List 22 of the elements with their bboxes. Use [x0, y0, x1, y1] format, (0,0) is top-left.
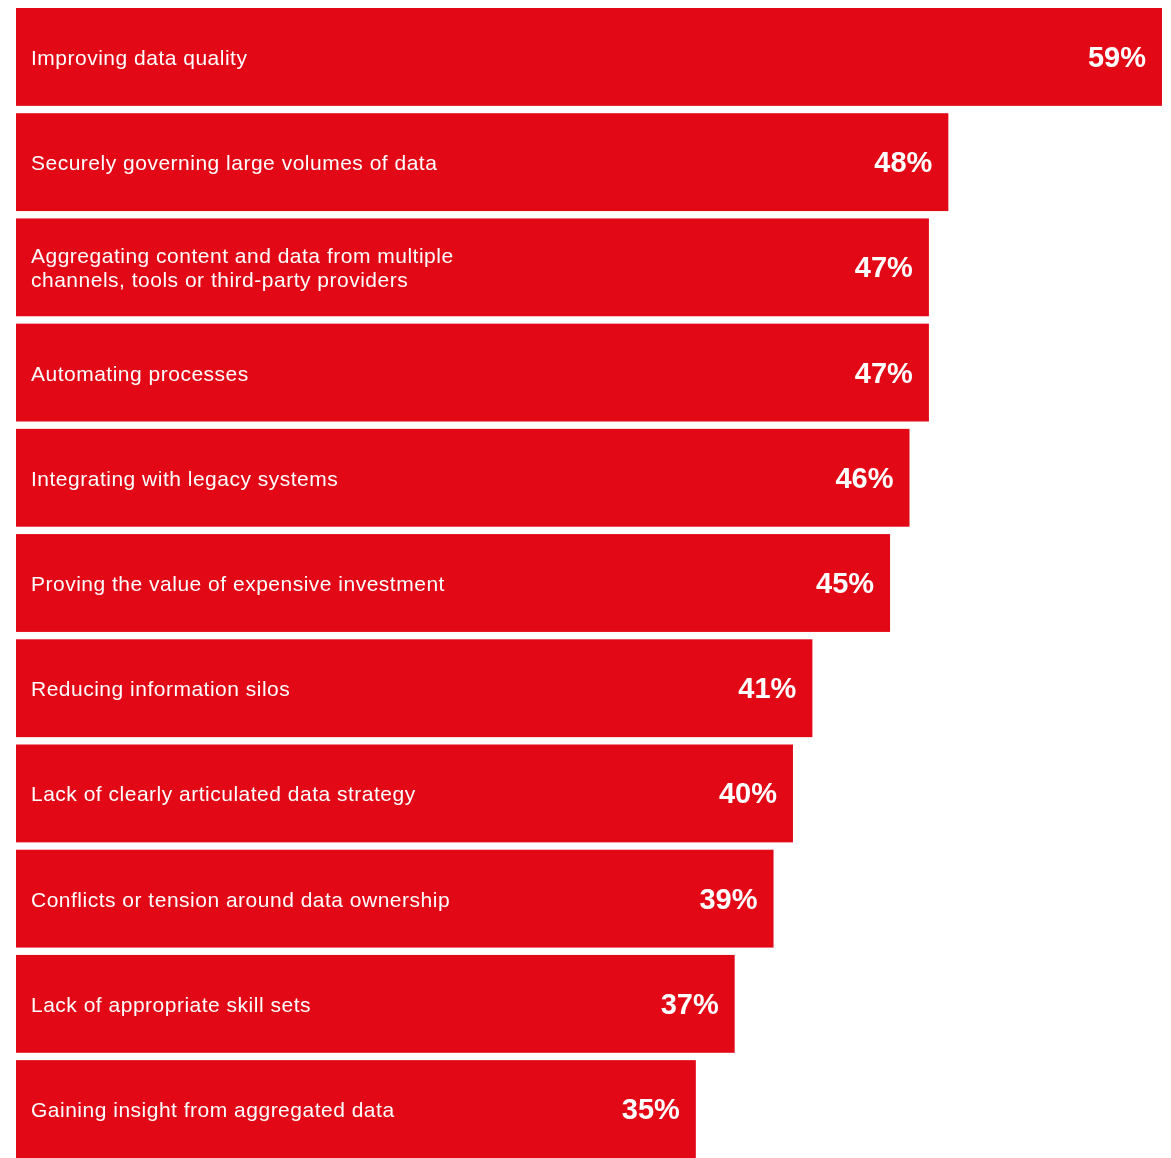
data-label: 47%	[854, 356, 914, 389]
y-tick-label: Gaining insight from aggregated data	[31, 1097, 395, 1121]
y-tick-label: Aggregating content and data from multiple channels, tools or third-party providers	[31, 243, 454, 291]
data-label: 45%	[816, 567, 875, 599]
y-tick-label: Lack of appropriate skill sets	[31, 992, 311, 1016]
y-tick-label: Securely governing large volumes of data	[31, 150, 438, 174]
data-label: 37%	[660, 987, 719, 1020]
y-tick-label: Integrating with legacy systems	[31, 466, 339, 490]
data-label: 46%	[835, 461, 894, 494]
y-tick-label: Conflicts or tension around data ownership	[31, 887, 451, 911]
data-label: 39%	[699, 882, 758, 915]
data-label: 48%	[874, 146, 933, 179]
y-tick-label: Lack of clearly articulated data strategy	[31, 781, 416, 805]
y-tick-label: Proving the value of expensive investment	[31, 571, 445, 595]
data-label: 47%	[854, 251, 914, 284]
data-label: 59%	[1087, 40, 1147, 73]
y-tick-label: Improving data quality	[31, 45, 248, 69]
y-tick-label: Automating processes	[31, 361, 249, 385]
data-label: 41%	[738, 672, 797, 705]
y-tick-label: Reducing information silos	[31, 676, 291, 700]
data-label: 35%	[621, 1093, 681, 1126]
data-label: 40%	[718, 777, 778, 810]
